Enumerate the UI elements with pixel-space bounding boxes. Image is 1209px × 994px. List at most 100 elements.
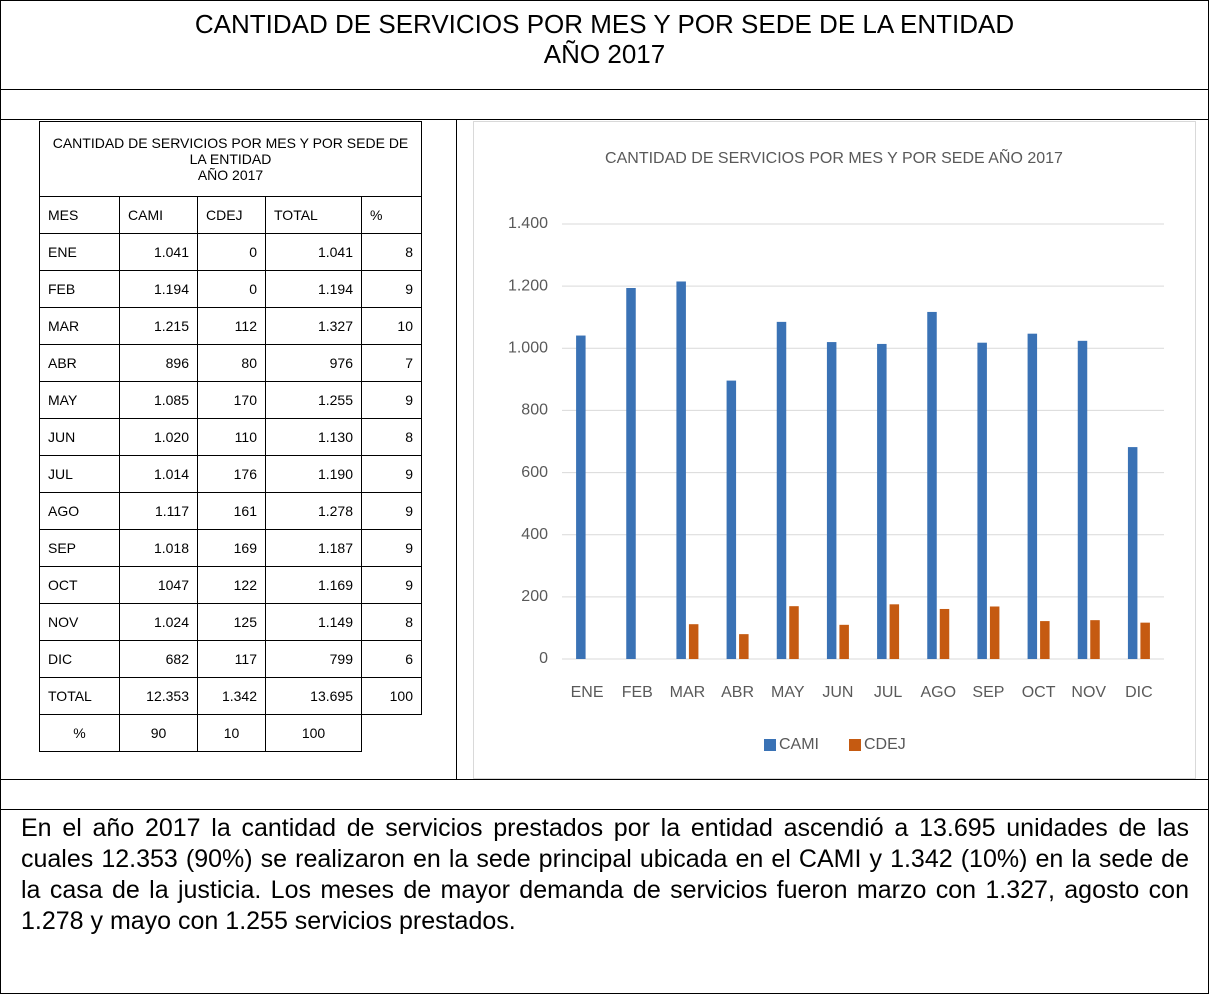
table-cell: 1.024 <box>119 603 198 641</box>
bar <box>1077 340 1088 659</box>
table-cell: 176 <box>197 455 266 493</box>
table-cell: 8 <box>361 603 422 641</box>
x-tick-label: ABR <box>721 684 754 701</box>
rule <box>1 779 1208 780</box>
table-cell: 9 <box>361 566 422 604</box>
table-cell: 8 <box>361 418 422 456</box>
rule <box>1 119 1208 120</box>
table-cell: 1.278 <box>265 492 362 530</box>
bar <box>877 343 887 659</box>
x-tick-label: ENE <box>571 684 604 701</box>
table-cell: 799 <box>265 640 362 678</box>
table-cell: 80 <box>197 344 266 382</box>
table-cell: % <box>39 714 120 752</box>
rule <box>1 89 1208 90</box>
table-cell: 9 <box>361 381 422 419</box>
table-cell: 122 <box>197 566 266 604</box>
table-subtitle: AÑO 2017 <box>197 167 264 183</box>
table-cell: 0 <box>197 270 266 308</box>
column-header: TOTAL <box>265 196 362 234</box>
table-cell: JUN <box>39 418 120 456</box>
table-row: NOV 1.024 125 1.149 8 <box>39 603 422 641</box>
table-cell: 1.018 <box>119 529 198 567</box>
table-cell: 100 <box>265 714 362 752</box>
x-tick-label: NOV <box>1071 684 1106 701</box>
table-cell: 8 <box>361 233 422 271</box>
column-header: CAMI <box>119 196 198 234</box>
bar <box>576 335 586 659</box>
table-cell: 976 <box>265 344 362 382</box>
table-cell: 1.020 <box>119 418 198 456</box>
table-header-row: MES CAMI CDEJ TOTAL% <box>39 196 422 234</box>
bar <box>1027 333 1038 659</box>
y-tick-label: 1.000 <box>508 340 548 357</box>
bar <box>688 624 699 659</box>
y-tick-label: 200 <box>521 588 548 605</box>
table-cell: 1.215 <box>119 307 198 345</box>
y-tick-label: 1.200 <box>508 277 548 294</box>
legend-swatch <box>764 739 776 751</box>
table-cell: 1.085 <box>119 381 198 419</box>
table-row: TOTAL 12.353 1.342 13.695 100 <box>39 677 422 715</box>
x-tick-label: MAY <box>771 684 805 701</box>
table-row: % 90 10 100 <box>39 714 422 752</box>
header: CANTIDAD DE SERVICIOS POR MES Y POR SEDE… <box>1 9 1208 69</box>
table-cell: 100 <box>361 677 422 715</box>
table-cell: 682 <box>119 640 198 678</box>
table-body: CANTIDAD DE SERVICIOS POR MES Y POR SEDE… <box>39 121 422 752</box>
table-cell: 117 <box>197 640 266 678</box>
bar <box>789 606 799 659</box>
bar <box>726 380 737 659</box>
bar <box>1090 620 1100 659</box>
x-tick-label: MAR <box>670 684 706 701</box>
x-tick-label: JUL <box>874 684 903 701</box>
table-cell: 112 <box>197 307 266 345</box>
table-cell: 6 <box>361 640 422 678</box>
table-cell: DIC <box>39 640 120 678</box>
header-subtitle: AÑO 2017 <box>543 39 666 69</box>
table-row: FEB 1.194 0 1.194 9 <box>39 270 422 308</box>
y-tick-label: 1.400 <box>508 215 548 232</box>
chart-title: CANTIDAD DE SERVICIOS POR MES Y POR SEDE… <box>605 150 1063 167</box>
empty-cell <box>361 714 422 752</box>
x-tick-label: DIC <box>1125 684 1153 701</box>
table-row: ABR 896 80 976 7 <box>39 344 422 382</box>
x-tick-label: SEP <box>972 684 1004 701</box>
bar <box>939 608 950 659</box>
table-cell: 10 <box>197 714 266 752</box>
table-cell: JUL <box>39 455 120 493</box>
bar <box>839 624 849 659</box>
bar <box>1140 622 1150 659</box>
rule <box>1 809 1208 810</box>
bar <box>676 281 686 659</box>
table-row: ENE 1.041 0 1.041 8 <box>39 233 422 271</box>
table-row: AGO 1.117 161 1.278 9 <box>39 492 422 530</box>
table-cell: 1.187 <box>265 529 362 567</box>
table-row: JUL 1.014 176 1.190 9 <box>39 455 422 493</box>
x-tick-label: JUN <box>822 684 853 701</box>
table-title-cell: CANTIDAD DE SERVICIOS POR MES Y POR SEDE… <box>39 121 422 197</box>
table-cell: AGO <box>39 492 120 530</box>
table-cell: 12.353 <box>119 677 198 715</box>
chart-canvas: 0 200 400 600 800 1.000 1.200 1.400 ENE FEB MAR ABR… <box>508 215 1164 753</box>
table-cell: 0 <box>197 233 266 271</box>
table-row: MAR 1.215 112 1.327 10 <box>39 307 422 345</box>
table-cell: OCT <box>39 566 120 604</box>
table-row: MAY 1.085 170 1.255 9 <box>39 381 422 419</box>
bar <box>826 342 837 659</box>
table-cell: MAY <box>39 381 120 419</box>
table-cell: TOTAL <box>39 677 120 715</box>
bar <box>626 288 636 659</box>
table-cell: 1.255 <box>265 381 362 419</box>
table-cell: 13.695 <box>265 677 362 715</box>
table-cell: 1.117 <box>119 492 198 530</box>
table-cell: 1.342 <box>197 677 266 715</box>
table-row: JUN 1.020 110 1.130 8 <box>39 418 422 456</box>
y-tick-label: 800 <box>521 402 548 419</box>
table-cell: 1.169 <box>265 566 362 604</box>
legend-label: CDEJ <box>864 736 906 753</box>
table-row: DIC 682 117 799 6 <box>39 640 422 678</box>
table-cell: 1.041 <box>265 233 362 271</box>
bar <box>977 342 987 659</box>
